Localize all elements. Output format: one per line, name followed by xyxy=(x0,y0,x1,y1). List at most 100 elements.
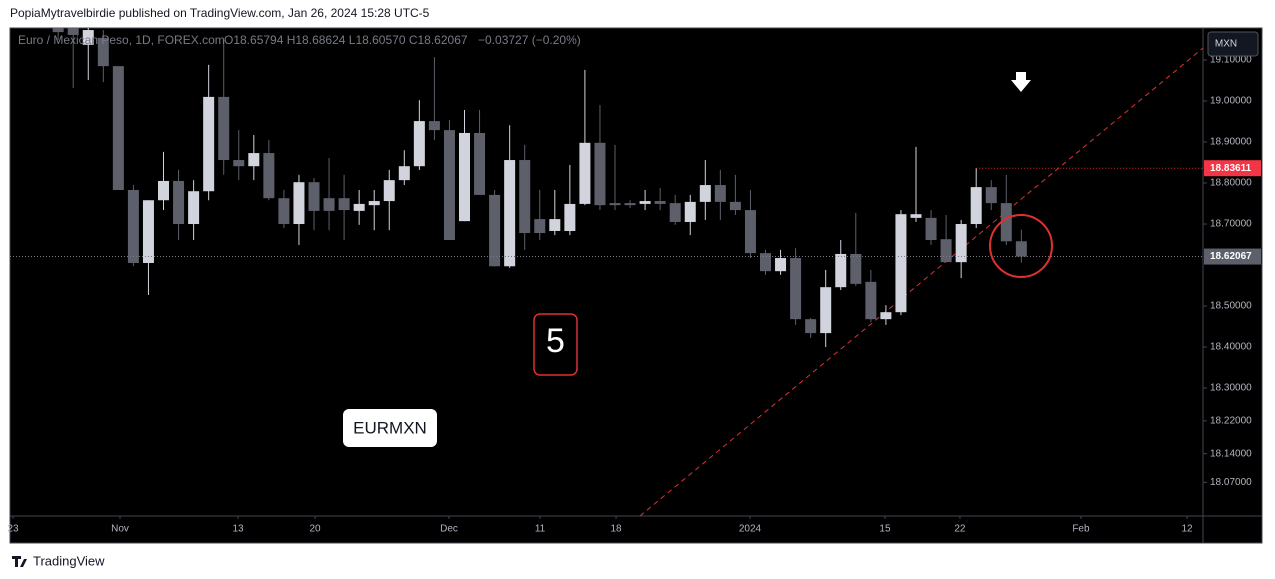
candle-body xyxy=(790,258,802,320)
high-marker-label: 18.83611 xyxy=(1210,163,1252,174)
candle-body xyxy=(82,30,94,45)
currency-button[interactable] xyxy=(1207,31,1259,57)
y-tick-label: 18.14000 xyxy=(1210,448,1252,459)
candle-body xyxy=(805,319,817,334)
candle-body xyxy=(985,187,997,204)
x-tick-label: 18 xyxy=(610,524,622,535)
candle-body xyxy=(459,132,471,222)
symbol-box xyxy=(343,409,437,447)
candle-body xyxy=(218,96,230,161)
y-tick-label: 18.50000 xyxy=(1210,301,1252,312)
legend-symbol: Euro / Mexican Peso, 1D, FOREX.com xyxy=(18,33,225,47)
candle-body xyxy=(443,130,455,241)
candle-body xyxy=(97,37,109,67)
y-tick-label: 18.22000 xyxy=(1210,416,1252,427)
candle-body xyxy=(699,185,711,202)
candle-body xyxy=(173,180,185,225)
candle-body xyxy=(67,28,79,35)
y-tick-label: 18.90000 xyxy=(1210,137,1252,148)
candle-body xyxy=(519,160,531,234)
candle-body xyxy=(850,253,862,284)
candle-body xyxy=(895,214,907,313)
x-tick-label: 15 xyxy=(879,524,891,535)
x-tick-label: 22 xyxy=(954,524,966,535)
count-label: 5 xyxy=(546,322,565,360)
candle-body xyxy=(112,66,124,190)
y-tick-label: 19.10000 xyxy=(1210,55,1252,66)
candle-body xyxy=(248,153,260,167)
candle-body xyxy=(579,142,591,204)
candle-body xyxy=(233,160,245,167)
candle-body xyxy=(669,203,681,222)
y-tick-label: 18.30000 xyxy=(1210,383,1252,394)
candle-body xyxy=(127,189,139,263)
y-tick-label: 18.80000 xyxy=(1210,178,1252,189)
x-tick-label: 11 xyxy=(535,524,546,535)
candle-body xyxy=(624,203,636,206)
last-price-badge xyxy=(1204,248,1261,265)
candle-body xyxy=(775,258,787,272)
candle-body xyxy=(955,224,967,263)
currency-label[interactable]: MXN xyxy=(1215,39,1237,50)
attribution: PopiaMytravelbirdie published on Trading… xyxy=(10,6,430,20)
candle-body xyxy=(203,96,215,192)
count-box xyxy=(533,313,578,376)
tv-logo xyxy=(12,556,27,567)
candle-body xyxy=(609,203,621,206)
candle-body xyxy=(504,160,516,267)
candle-body xyxy=(52,28,64,33)
candle-body xyxy=(308,182,320,211)
candle-body xyxy=(398,166,410,181)
axes: 19.10000 19.00000 18.90000 18.80000 18.70000… xyxy=(7,55,1261,535)
candle-body xyxy=(142,200,154,263)
candle-body xyxy=(654,201,666,204)
plot xyxy=(10,28,1203,516)
candle-body xyxy=(428,121,440,131)
x-tick-label: Nov xyxy=(111,524,129,535)
candle-body xyxy=(383,180,395,202)
x-tick-label: 20 xyxy=(309,524,321,535)
last-price-label: 18.62067 xyxy=(1210,251,1252,262)
candle-body xyxy=(639,201,651,204)
legend-ohlc: O18.65794 H18.68624 L18.60570 C18.62067 xyxy=(224,33,468,47)
overlay: Euro / Mexican Peso, 1D, FOREX.com O18.6… xyxy=(18,31,1259,447)
candle-body xyxy=(744,210,756,254)
x-tick-label: Feb xyxy=(1072,524,1090,535)
down-arrow xyxy=(1011,72,1031,92)
legend-change: −0.03727 (−0.20%) xyxy=(478,33,581,47)
candle-body xyxy=(1015,241,1027,257)
candle-body xyxy=(970,187,982,225)
x-tick-label: Dec xyxy=(440,524,458,535)
candle-body xyxy=(278,198,290,225)
candle-body xyxy=(474,132,486,195)
candle-body xyxy=(413,121,425,167)
x-tick-label: 23 xyxy=(7,524,19,535)
candle-body xyxy=(489,194,501,267)
candle-body xyxy=(158,180,170,201)
candle-body xyxy=(338,198,350,211)
candle-body xyxy=(188,191,200,225)
candle-body xyxy=(293,182,305,225)
candle-body xyxy=(549,219,561,231)
candle-body xyxy=(865,281,877,320)
candle-body xyxy=(534,219,546,234)
candle-body xyxy=(564,203,576,231)
footer-logo: TradingView xyxy=(33,553,105,568)
chart-frame xyxy=(9,27,1263,544)
candle-body xyxy=(925,217,937,241)
x-tick-label: 12 xyxy=(1181,524,1193,535)
y-tick-label: 18.07000 xyxy=(1210,477,1252,488)
candle-body xyxy=(263,153,275,199)
high-marker-badge xyxy=(1204,160,1261,177)
candle-body xyxy=(1000,203,1012,242)
candle-body xyxy=(880,312,892,320)
candle-body xyxy=(729,201,741,211)
candle-body xyxy=(594,142,606,206)
y-tick-label: 19.00000 xyxy=(1210,96,1252,107)
symbol-label: EURMXN xyxy=(353,418,427,437)
y-tick-label: 18.40000 xyxy=(1210,342,1252,353)
candle-body xyxy=(368,201,380,206)
candle-body xyxy=(684,201,696,222)
x-tick-label: 13 xyxy=(232,524,244,535)
